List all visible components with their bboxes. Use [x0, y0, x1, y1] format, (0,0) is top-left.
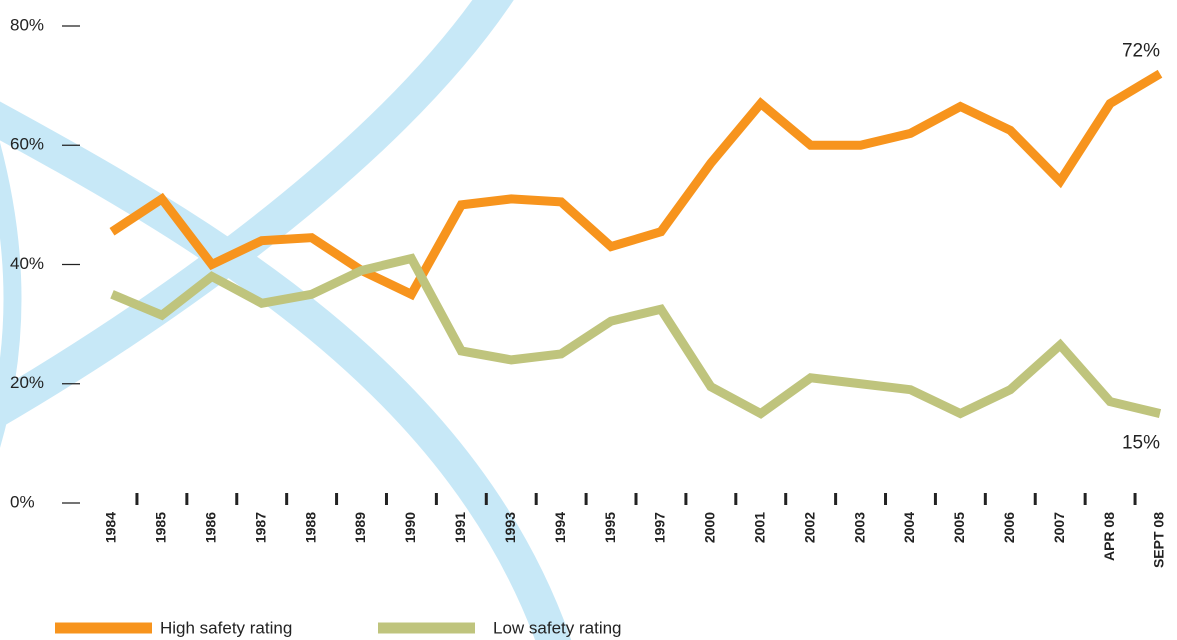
x-tick-label: 2001 — [751, 512, 767, 543]
x-tick-label: APR 08 — [1101, 512, 1117, 561]
x-tick-label: 1990 — [402, 512, 418, 543]
x-tick-label: 1993 — [502, 512, 518, 543]
y-tick-label: 60% — [10, 135, 44, 154]
arc — [0, 0, 500, 420]
x-tick-label: 2003 — [851, 512, 867, 543]
x-tick-label: 1991 — [452, 512, 468, 543]
value-label: 72% — [1122, 41, 1160, 62]
value-label: 15% — [1122, 433, 1160, 454]
page: 0% 20% 40% 60% 80% 1984 1985 1986 1987 1988 1989 19… — [0, 0, 1177, 640]
x-tick-label: 2005 — [951, 512, 967, 543]
x-tick-label: 2004 — [901, 512, 917, 543]
x-tick-label: 1988 — [302, 512, 318, 543]
y-tick-label: 0% — [10, 492, 35, 511]
x-tick-label: 1995 — [602, 512, 618, 543]
x-tick-label: 2006 — [1001, 512, 1017, 543]
y-tick-label: 80% — [10, 15, 44, 34]
x-tick-label: SEPT 08 — [1151, 512, 1167, 568]
chart: 0% 20% 40% 60% 80% 1984 1985 1986 1987 1988 1989 19… — [0, 0, 1177, 640]
x-tick-label: 1984 — [103, 512, 119, 543]
arc — [0, 140, 13, 450]
legend-label: High safety rating — [160, 618, 292, 637]
x-tick-label: 1997 — [652, 512, 668, 543]
y-tick-label: 20% — [10, 373, 44, 392]
legend-label: Low safety rating — [493, 618, 622, 637]
line — [112, 74, 1160, 295]
y-tick-label: 40% — [10, 254, 44, 273]
x-tick-label: 2000 — [702, 512, 718, 543]
x-tick-label: 2002 — [801, 512, 817, 543]
x-tick-label: 1986 — [203, 512, 219, 543]
x-tick-label: 2007 — [1051, 512, 1067, 543]
x-tick-label: 1994 — [552, 512, 568, 543]
x-tick-label: 1987 — [252, 512, 268, 543]
x-tick-label: 1989 — [352, 512, 368, 543]
decoration — [0, 0, 560, 640]
x-tick-label: 1985 — [153, 512, 169, 543]
